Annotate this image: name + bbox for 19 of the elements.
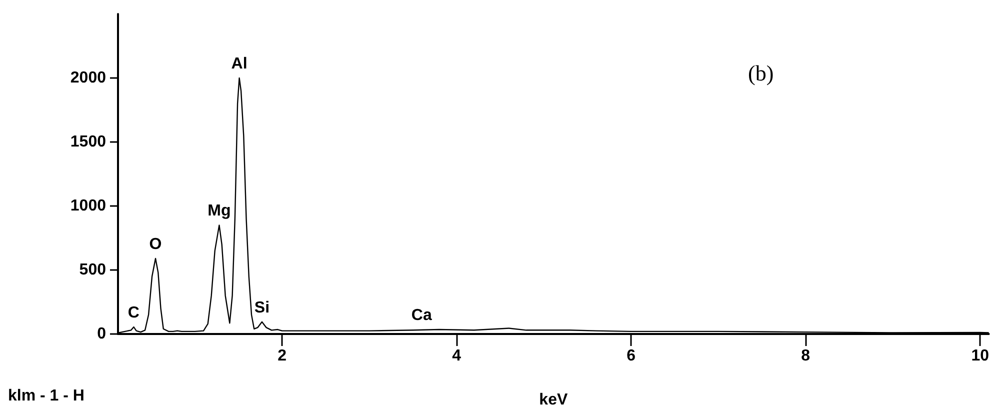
text: klm - 1 - H (8, 388, 84, 404)
y-tick-label: 1000 (70, 198, 106, 214)
x-tick-label: 6 (626, 348, 636, 364)
x-tick-label: 2 (278, 348, 287, 364)
annotation: Al (231, 56, 248, 72)
annotation: O (149, 236, 162, 253)
x-axis-title: keV (539, 392, 568, 408)
y-tick-label: 0 (97, 326, 106, 342)
y-tick-label: 2000 (70, 70, 106, 86)
annotation: Ca (411, 307, 432, 324)
y-tick-label: 500 (79, 262, 106, 278)
annotation: Mg (208, 202, 231, 220)
x-tick-label: 8 (801, 348, 810, 364)
annotation: C (128, 304, 140, 322)
annotation: (b) (748, 60, 774, 86)
annotation: Si (254, 299, 270, 316)
x-tick-label: 4 (452, 348, 462, 364)
y-tick-label: 1500 (70, 134, 106, 150)
x-tick-label: 10 (971, 348, 990, 364)
